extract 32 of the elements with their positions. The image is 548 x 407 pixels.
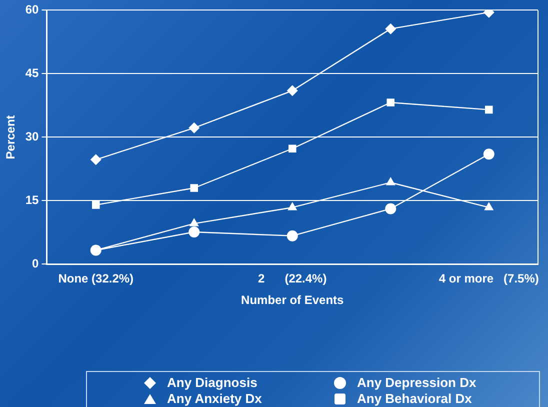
legend-label: Any Behavioral Dx <box>357 391 472 406</box>
legend-label: Any Anxiety Dx <box>167 391 262 406</box>
y-tick-label: 45 <box>25 66 40 80</box>
point <box>189 218 199 226</box>
point <box>386 98 395 106</box>
point <box>386 176 396 186</box>
point <box>484 202 494 210</box>
point <box>483 148 494 160</box>
point <box>288 202 298 210</box>
y-tick-label: 60 <box>25 2 40 17</box>
y-tick-label: 0 <box>32 256 40 271</box>
point <box>286 85 298 96</box>
x-tick-label: None (32.2%) <box>58 272 134 286</box>
point <box>188 122 200 134</box>
point <box>90 154 102 166</box>
point <box>190 184 198 192</box>
point <box>286 230 298 242</box>
point <box>92 201 100 209</box>
point <box>288 144 296 153</box>
y-tick-label: 30 <box>25 130 40 144</box>
x-axis-title: Number of Events <box>241 293 344 308</box>
point <box>385 203 396 214</box>
y-axis-title: Percent <box>4 115 18 160</box>
legend-label: Any Diagnosis <box>167 375 258 390</box>
point <box>90 244 102 256</box>
point <box>188 226 200 238</box>
legend-label: Any Depression Dx <box>357 375 476 390</box>
x-tick-label: 4 or more (7.5%) <box>438 272 539 286</box>
y-tick-label: 15 <box>25 193 40 208</box>
point <box>385 23 396 34</box>
point <box>484 106 493 114</box>
x-tick-label: 2 (22.4%) <box>258 272 327 286</box>
